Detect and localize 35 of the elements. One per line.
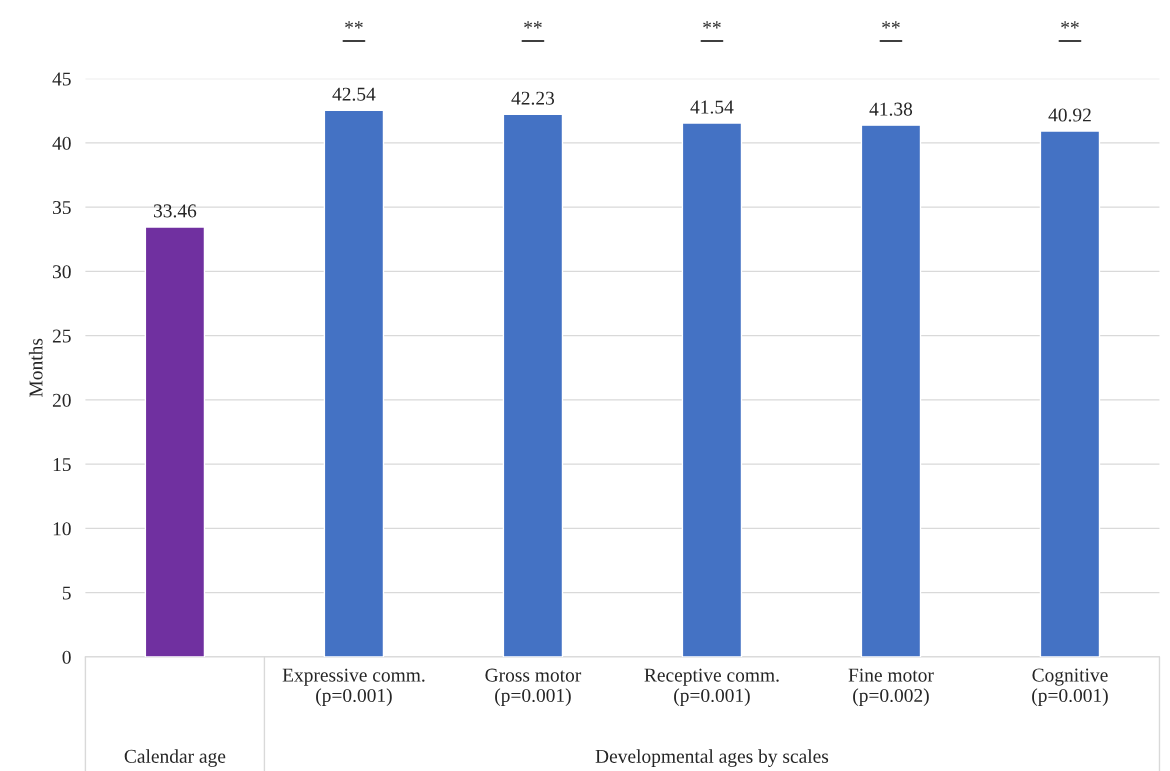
- bar: [681, 122, 743, 657]
- text: Developmental ages by scales: [595, 749, 829, 767]
- x-tick-label: Cognitive (p=0.001): [1032, 668, 1108, 706]
- data-label: 42.23: [511, 91, 555, 105]
- y-tick-label: 15: [53, 458, 71, 472]
- bar: [860, 124, 922, 657]
- text: **: [345, 21, 363, 29]
- bar: [323, 109, 385, 657]
- y-tick-label: 40: [52, 136, 71, 150]
- data-label: 41.38: [869, 102, 913, 116]
- x-tick-label: Fine motor (p=0.002): [848, 668, 934, 706]
- data-label: 40.92: [1048, 108, 1091, 122]
- x-tick-label: Gross motor (p=0.001): [485, 668, 582, 706]
- data-label: 42.54: [332, 87, 376, 101]
- text: **: [703, 21, 721, 29]
- data-label: 33.46: [153, 204, 197, 218]
- y-tick-label: 20: [52, 393, 71, 407]
- y-tick-label: 35: [53, 201, 71, 215]
- y-tick-label: 10: [53, 522, 71, 536]
- text: **: [882, 21, 900, 29]
- text: **: [524, 21, 542, 29]
- y-tick-label: 0: [62, 650, 71, 664]
- x-tick-label: Receptive comm. (p=0.001): [644, 668, 779, 706]
- text: Calendar age: [124, 749, 226, 767]
- bar: [502, 113, 564, 657]
- y-axis-title: Months: [28, 338, 43, 397]
- x-tick-label: Expressive comm. (p=0.001): [282, 668, 425, 706]
- y-tick-label: 25: [52, 329, 71, 343]
- y-tick-label: 45: [52, 72, 71, 86]
- y-tick-label: 30: [53, 265, 71, 279]
- y-tick-label: 5: [62, 586, 71, 600]
- bar: [144, 226, 206, 657]
- bar: [1039, 130, 1101, 657]
- data-label: 41.54: [690, 100, 734, 114]
- text: **: [1061, 21, 1079, 29]
